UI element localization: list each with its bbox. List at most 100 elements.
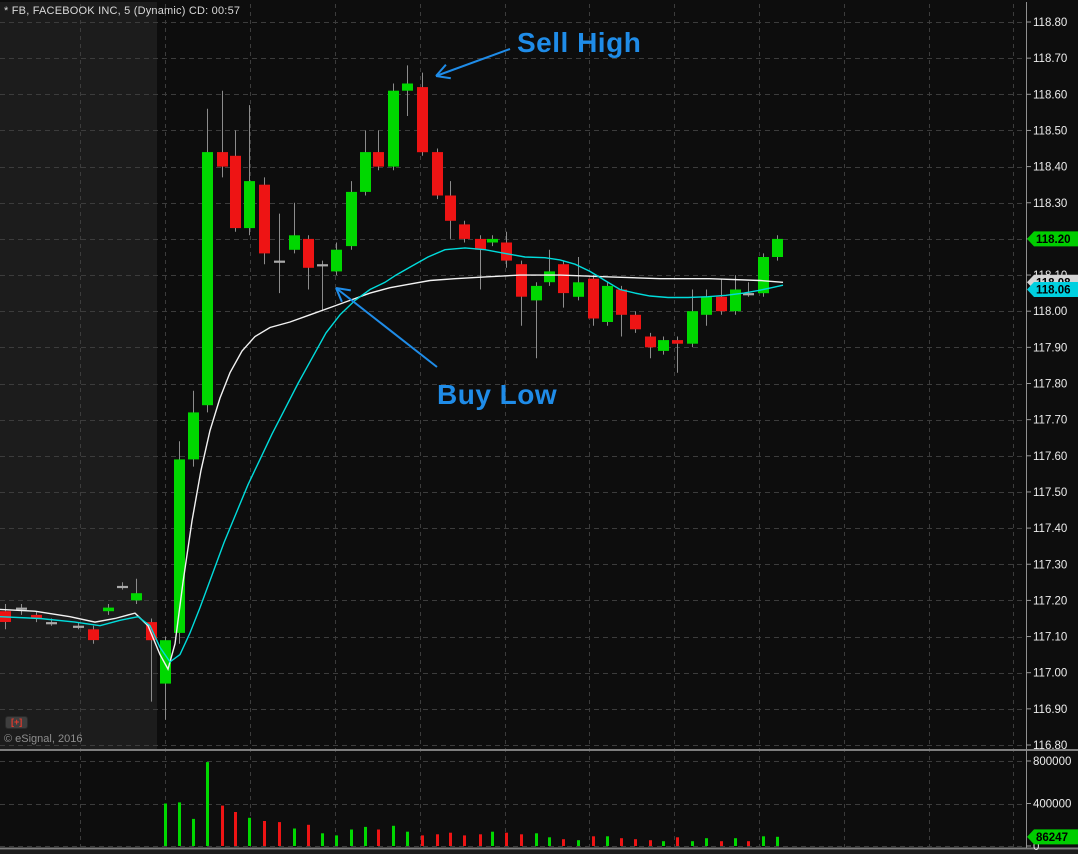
- premarket-region: [0, 2, 157, 750]
- candle-body: [31, 614, 42, 619]
- candle-body: [174, 459, 185, 633]
- candle-body: [716, 296, 727, 312]
- volume-bar: [192, 818, 195, 846]
- volume-bar: [606, 836, 609, 846]
- volume-bar: [377, 829, 380, 846]
- volume-bar: [178, 802, 181, 846]
- volume-bar: [548, 837, 551, 846]
- annotation-buy-low[interactable]: Buy Low: [335, 287, 557, 410]
- volume-bar: [234, 812, 237, 846]
- volume-bar: [263, 821, 266, 846]
- gridlines: [0, 4, 1026, 847]
- volume-bar: [293, 828, 296, 846]
- candle-body: [46, 622, 57, 625]
- volume-bar: [520, 834, 523, 846]
- volume-bar: [505, 832, 508, 846]
- candle-body: [531, 285, 542, 301]
- price-axis[interactable]: 118.80 118.70 118.60 118.50 118.40 118.30 118.…: [1026, 2, 1067, 848]
- volume-bar: [734, 838, 737, 846]
- price-tick-label: 117.30: [1033, 559, 1067, 571]
- volume-bar: [634, 839, 637, 846]
- volume-bar: [248, 817, 251, 846]
- candle-body: [160, 640, 171, 684]
- candle-body: [558, 264, 569, 294]
- chart-title-bar: * FB, FACEBOOK INC, 5 (Dynamic) CD: 00:5…: [4, 5, 240, 17]
- candle-body: [417, 87, 428, 153]
- annotation-sell-high[interactable]: Sell High: [435, 27, 641, 80]
- bottom-scroll-strip[interactable]: [0, 850, 1078, 854]
- volume-bar: [335, 835, 338, 846]
- candle-body: [73, 625, 84, 628]
- candle-body: [16, 607, 27, 610]
- volume-bar: [676, 837, 679, 846]
- candle-body: [188, 412, 199, 460]
- volume-bar: [592, 836, 595, 846]
- volume-bar: [762, 836, 765, 846]
- candle-body: [146, 622, 157, 641]
- price-tick-label: 117.50: [1033, 487, 1067, 499]
- sell-high-arrowhead: [435, 75, 451, 80]
- candle-body: [772, 238, 783, 257]
- candle-body: [616, 289, 627, 315]
- price-tick-label: 117.60: [1033, 451, 1067, 463]
- volume-bar: [705, 838, 708, 846]
- volume-axis[interactable]: 800000 400000 0: [1026, 756, 1071, 853]
- volume-bar: [720, 841, 723, 846]
- candle-body: [544, 271, 555, 283]
- ma-cyan-tag: [1027, 282, 1078, 298]
- candle-body: [645, 336, 656, 348]
- slow-ma-line: [0, 247, 784, 663]
- esignal-watermark: © eSignal, 2016: [4, 733, 83, 745]
- price-tick-label: 118.70: [1033, 53, 1067, 65]
- price-tick-label: 116.90: [1033, 704, 1067, 716]
- sell-high-arrowhead: [435, 64, 447, 77]
- expand-button[interactable]: [+]: [5, 716, 29, 729]
- price-tick-label: 117.10: [1033, 632, 1067, 644]
- price-tick-label: 117.80: [1033, 379, 1067, 391]
- candle-body: [445, 195, 456, 221]
- candle-body: [487, 238, 498, 243]
- candle-body: [475, 238, 486, 250]
- candle-body: [388, 90, 399, 167]
- volume-bar: [649, 840, 652, 846]
- panel-dividers: [0, 749, 1078, 854]
- buy-low-arrowhead: [335, 287, 343, 303]
- volume-bars: [164, 762, 779, 847]
- volume-bar: [406, 831, 409, 846]
- volume-bar: [449, 832, 452, 846]
- volume-tick-label: 0: [1033, 841, 1039, 853]
- candle-body: [346, 191, 357, 247]
- volume-bar: [479, 834, 482, 846]
- candle-body: [202, 152, 213, 406]
- volume-bar: [491, 831, 494, 846]
- candle-body: [658, 340, 669, 351]
- candle-body: [630, 314, 641, 330]
- volume-bar: [364, 826, 367, 846]
- candle-body: [432, 152, 443, 196]
- ma-cyan-tag-label: 118.06: [1036, 285, 1071, 297]
- candle-body: [103, 607, 114, 612]
- volume-bar: [620, 838, 623, 846]
- candle-body: [730, 289, 741, 312]
- candle-body: [217, 152, 228, 167]
- volume-bar: [164, 803, 167, 846]
- last-price-tag: [1027, 231, 1078, 247]
- candle-body: [317, 264, 328, 267]
- volume-bar: [747, 841, 750, 846]
- volume-tick-label: 800000: [1033, 756, 1071, 768]
- candle-body: [588, 278, 599, 319]
- volume-bar: [350, 829, 353, 846]
- volume-bar: [436, 834, 439, 846]
- price-tick-label: 117.90: [1033, 342, 1067, 354]
- fast-ma-line: [0, 274, 784, 671]
- candle-body: [131, 593, 142, 601]
- candle-body: [687, 311, 698, 344]
- candle-body: [516, 264, 527, 297]
- session-shading: [0, 2, 157, 750]
- volume-bar: [307, 824, 310, 847]
- price-tick-label: 118.30: [1033, 198, 1067, 210]
- volume-bar: [278, 822, 281, 846]
